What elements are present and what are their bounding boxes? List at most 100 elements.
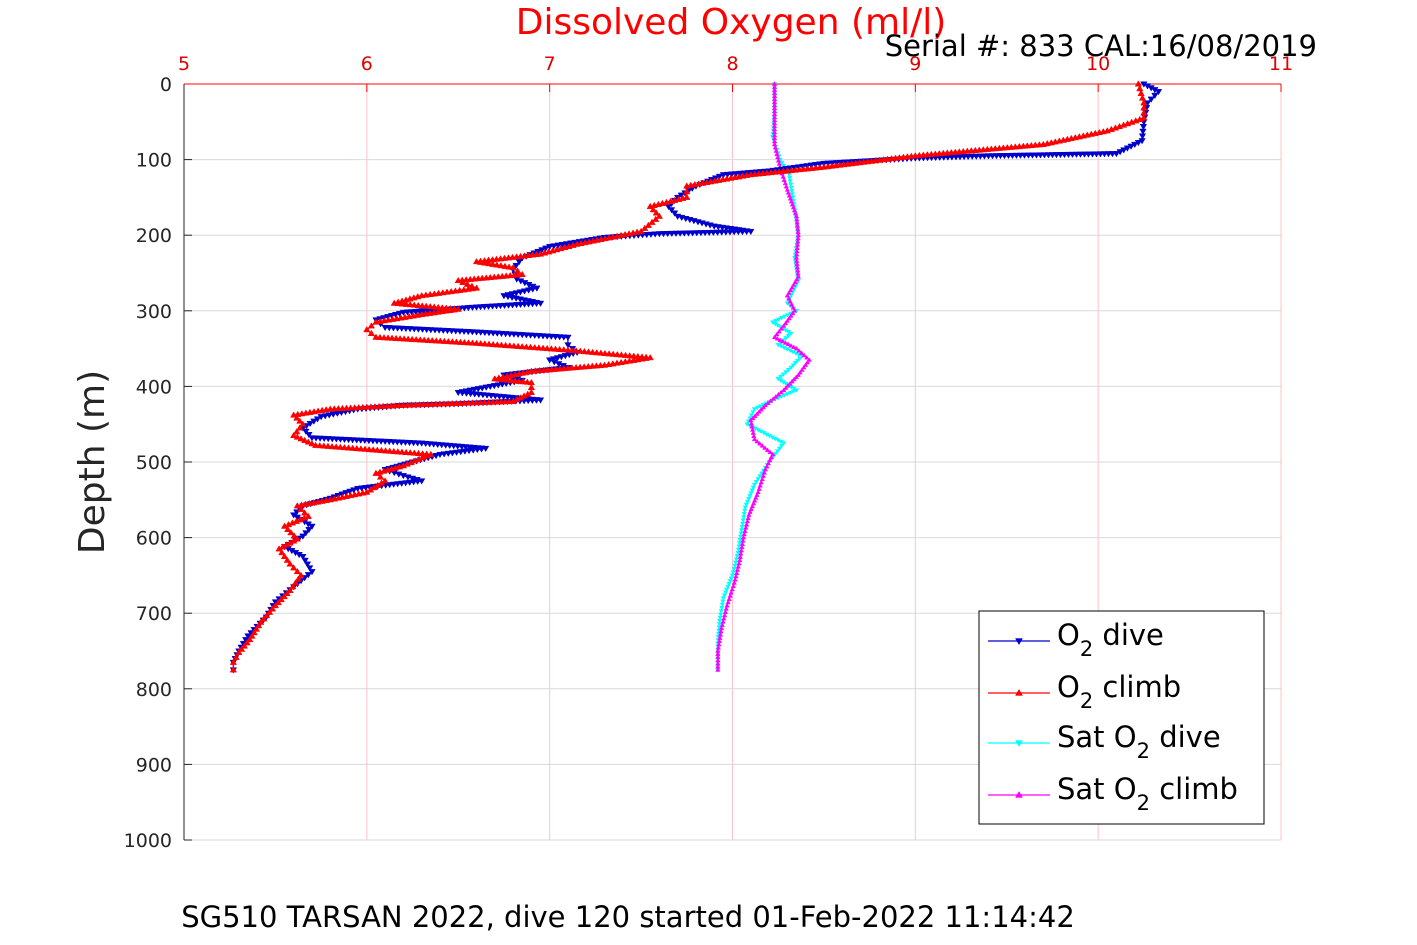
data-point-marker bbox=[1138, 133, 1147, 140]
data-point-marker bbox=[789, 201, 796, 207]
data-point-marker bbox=[791, 207, 798, 213]
data-point-marker bbox=[790, 204, 797, 210]
data-point-marker bbox=[794, 248, 800, 254]
data-point-marker bbox=[745, 515, 751, 520]
data-point-marker bbox=[788, 182, 794, 188]
data-point-marker bbox=[739, 541, 746, 546]
y-tick-label: 1000 bbox=[124, 830, 172, 852]
data-point-marker bbox=[748, 417, 754, 423]
data-point-marker bbox=[252, 625, 261, 632]
data-point-marker bbox=[754, 492, 760, 497]
data-point-marker bbox=[794, 219, 800, 225]
data-point-marker bbox=[786, 296, 792, 301]
data-point-marker bbox=[277, 595, 285, 603]
data-point-marker bbox=[789, 302, 795, 307]
data-point-marker bbox=[795, 235, 801, 241]
data-point-marker bbox=[741, 531, 747, 537]
data-point-marker bbox=[730, 583, 736, 588]
serial-calibration-label: Serial #: 833 CAL:16/08/2019 bbox=[885, 29, 1317, 63]
data-point-marker bbox=[735, 564, 741, 569]
data-point-marker bbox=[715, 664, 721, 669]
data-point-marker bbox=[771, 123, 778, 129]
data-point-marker bbox=[740, 521, 746, 527]
data-point-marker bbox=[795, 274, 801, 279]
data-point-marker bbox=[683, 193, 691, 200]
data-point-marker bbox=[748, 506, 754, 512]
data-point-marker bbox=[229, 666, 238, 673]
data-point-marker bbox=[732, 560, 739, 566]
data-point-marker bbox=[243, 639, 251, 646]
data-point-marker bbox=[797, 369, 803, 375]
data-point-marker bbox=[730, 570, 736, 575]
data-point-marker bbox=[801, 352, 807, 358]
y-tick-label: 600 bbox=[136, 528, 172, 550]
data-point-marker bbox=[771, 108, 778, 114]
data-point-marker bbox=[720, 599, 726, 605]
data-point-marker bbox=[734, 570, 740, 576]
y-axis-label: Depth (m) bbox=[72, 370, 113, 554]
data-point-marker bbox=[250, 629, 258, 636]
data-point-marker bbox=[283, 589, 291, 597]
data-point-marker bbox=[308, 569, 316, 576]
data-point-marker bbox=[728, 589, 734, 595]
data-point-marker bbox=[785, 190, 792, 195]
data-point-marker bbox=[731, 567, 737, 572]
data-point-marker bbox=[718, 628, 724, 634]
data-point-marker bbox=[715, 660, 721, 666]
data-point-marker bbox=[790, 282, 797, 287]
data-point-marker bbox=[794, 216, 800, 222]
data-point-marker bbox=[670, 210, 679, 217]
data-point-marker bbox=[717, 615, 723, 621]
data-point-marker bbox=[771, 81, 778, 86]
data-point-marker bbox=[727, 579, 733, 584]
data-point-marker bbox=[806, 357, 812, 362]
data-point-marker bbox=[289, 583, 297, 590]
data-point-marker bbox=[794, 358, 801, 364]
data-point-marker bbox=[723, 590, 729, 596]
data-point-marker bbox=[743, 502, 750, 508]
data-point-marker bbox=[748, 491, 754, 496]
data-point-marker bbox=[756, 409, 762, 414]
data-point-marker bbox=[667, 207, 676, 214]
data-point-marker bbox=[781, 177, 787, 182]
data-point-marker bbox=[785, 383, 791, 388]
data-point-marker bbox=[771, 129, 778, 135]
data-point-marker bbox=[655, 212, 664, 219]
data-point-marker bbox=[778, 374, 784, 380]
legend-label: O2 climb bbox=[1057, 670, 1181, 713]
data-point-marker bbox=[783, 385, 789, 390]
data-point-marker bbox=[736, 560, 742, 566]
data-point-marker bbox=[232, 653, 240, 660]
data-point-marker bbox=[794, 264, 801, 270]
y-tick-label: 800 bbox=[136, 679, 172, 701]
data-point-marker bbox=[715, 645, 722, 650]
data-point-marker bbox=[771, 138, 778, 144]
data-point-marker bbox=[1137, 89, 1145, 96]
data-point-marker bbox=[302, 530, 310, 537]
data-point-marker bbox=[793, 255, 800, 260]
data-point-marker bbox=[771, 135, 778, 141]
data-point-marker bbox=[293, 414, 301, 421]
data-point-marker bbox=[286, 586, 294, 594]
data-point-marker bbox=[722, 609, 729, 614]
data-point-marker bbox=[788, 198, 795, 204]
data-point-marker bbox=[363, 326, 371, 333]
data-point-marker bbox=[754, 438, 760, 444]
data-point-marker bbox=[747, 494, 753, 499]
data-point-marker bbox=[1136, 85, 1144, 92]
data-point-marker bbox=[802, 362, 809, 367]
data-point-marker bbox=[305, 432, 313, 439]
data-point-marker bbox=[789, 284, 795, 290]
data-point-marker bbox=[782, 180, 788, 186]
data-point-marker bbox=[780, 174, 786, 179]
data-point-marker bbox=[726, 582, 732, 587]
data-point-marker bbox=[765, 460, 771, 466]
x-tick-label: 6 bbox=[361, 53, 373, 75]
data-point-marker bbox=[771, 117, 778, 123]
y-tick-label: 100 bbox=[136, 150, 172, 172]
data-point-marker bbox=[798, 350, 805, 355]
data-point-marker bbox=[748, 413, 755, 418]
data-point-marker bbox=[306, 565, 314, 572]
data-point-marker bbox=[652, 209, 660, 216]
data-point-marker bbox=[240, 642, 248, 649]
